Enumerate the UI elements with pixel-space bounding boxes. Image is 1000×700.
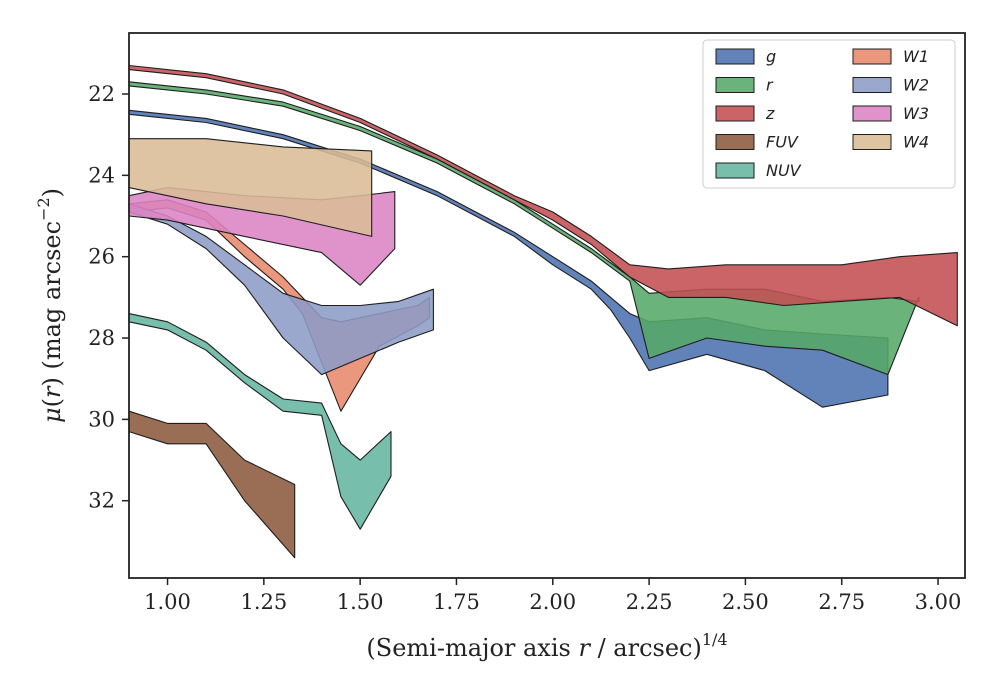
y-axis-title-unit: (mag arcsec: [38, 221, 66, 377]
x-axis-title: (Semi-major axis r / arcsec)1/4: [366, 630, 727, 662]
y-axis-title-sup: −2: [34, 197, 53, 221]
x-axis: 1.00 1.25 1.50 1.75 2.00 2.25 2.50 2.75 3.00: [144, 578, 961, 614]
y-axis: 22 24 26 28 30 32: [88, 82, 129, 513]
x-tick-label: 2.50: [722, 590, 769, 614]
legend-swatch: [715, 134, 755, 150]
band-fuv: [128, 410, 296, 559]
y-tick-label: 26: [88, 245, 115, 269]
legend-swatch: [852, 77, 892, 93]
legend-label: W3: [903, 104, 929, 123]
x-axis-title-var: r: [578, 634, 591, 662]
y-axis-title-open: (: [38, 398, 66, 407]
legend: grz FUV NUV W1 W2 W3 W4: [702, 39, 956, 189]
legend-swatch: [715, 105, 755, 122]
legend-label: r: [766, 76, 774, 95]
y-axis-title-end: ): [38, 188, 66, 197]
legend-label: W1: [903, 47, 929, 66]
x-tick-label: 2.00: [529, 590, 576, 614]
y-tick-label: 24: [88, 163, 115, 187]
y-axis-title-mu: μ: [38, 407, 66, 423]
legend-swatch: [715, 77, 755, 93]
y-axis-title-var: r: [38, 385, 66, 398]
legend-swatch: [852, 134, 892, 150]
legend-item-w4: W4: [852, 133, 929, 152]
y-tick-label: 30: [88, 407, 115, 431]
x-axis-title-sup: 1/4: [702, 630, 728, 649]
x-tick-label: 3.00: [915, 590, 962, 614]
legend-item-g: g: [715, 47, 776, 66]
x-tick-label: 1.75: [433, 590, 480, 614]
legend-item-w1: W1: [852, 47, 929, 66]
y-tick-label: 22: [88, 82, 115, 106]
legend-label: NUV: [766, 161, 802, 180]
legend-swatch: [852, 48, 892, 65]
legend-label: g: [766, 47, 776, 66]
band-w4: [128, 138, 373, 237]
band-z: [128, 64, 958, 327]
legend-label: z: [765, 104, 775, 123]
legend-label: FUV: [766, 133, 799, 152]
y-axis-title: μ(r) (mag arcsec−2): [34, 188, 66, 423]
plot-bands: [128, 64, 958, 559]
x-tick-label: 1.00: [144, 590, 191, 614]
legend-swatch: [852, 105, 892, 122]
x-axis-title-pre: (Semi-major axis: [366, 634, 578, 662]
y-tick-label: 28: [88, 326, 115, 350]
band-nuv: [128, 313, 392, 530]
legend-swatch: [715, 162, 755, 179]
legend-label: W4: [903, 133, 929, 152]
legend-item-fuv: FUV: [715, 133, 799, 152]
x-tick-label: 1.25: [240, 590, 287, 614]
legend-item-z: z: [715, 104, 775, 123]
legend-label: W2: [903, 76, 929, 95]
x-tick-label: 1.50: [337, 590, 384, 614]
legend-item-w2: W2: [852, 76, 929, 95]
legend-item-nuv: NUV: [715, 161, 802, 180]
x-axis-title-post: / arcsec): [590, 634, 702, 662]
legend-item-w3: W3: [852, 104, 929, 123]
x-tick-label: 2.25: [626, 590, 673, 614]
y-axis-title-close: ): [38, 377, 66, 386]
plot-frame: [128, 32, 966, 579]
legend-item-r: r: [715, 76, 774, 95]
legend-swatch: [715, 48, 755, 65]
y-tick-label: 32: [88, 489, 115, 513]
x-tick-label: 2.75: [818, 590, 865, 614]
legend-box: [702, 39, 956, 189]
band-w2: [128, 203, 434, 376]
